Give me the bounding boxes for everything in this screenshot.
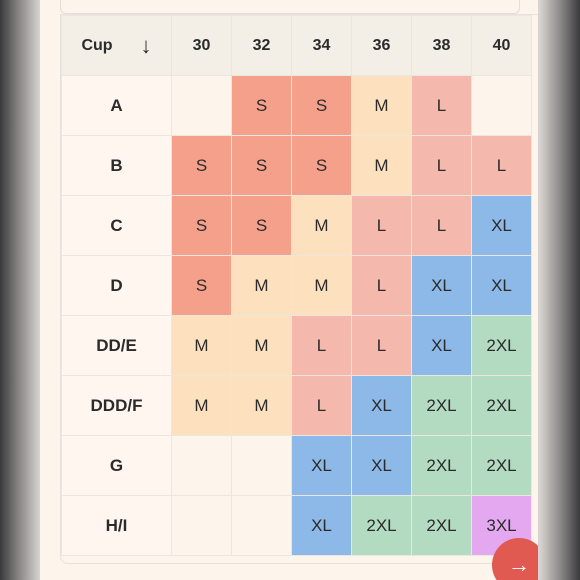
cup-label: DDD/F <box>61 375 172 436</box>
size-cell: XL <box>351 375 412 436</box>
cup-label: A <box>61 75 172 136</box>
size-cell: S <box>171 135 232 196</box>
size-cell: M <box>171 375 232 436</box>
size-cell: L <box>291 315 352 376</box>
band-header-40: 40 <box>471 15 532 76</box>
size-cell: L <box>291 375 352 436</box>
cup-label: H/I <box>61 495 172 556</box>
size-cell: L <box>351 315 412 376</box>
size-cell: M <box>351 75 412 136</box>
size-cell: XL <box>351 435 412 496</box>
band-header-34: 34 <box>291 15 352 76</box>
size-cell: XL <box>411 255 472 316</box>
size-cell: M <box>351 135 412 196</box>
empty-cell <box>171 435 232 496</box>
empty-cell <box>471 75 532 136</box>
size-cell: M <box>291 195 352 256</box>
cup-label: B <box>61 135 172 196</box>
size-cell: L <box>411 195 472 256</box>
size-cell: L <box>411 75 472 136</box>
size-cell: L <box>351 195 412 256</box>
size-cell: S <box>291 75 352 136</box>
size-cell: S <box>231 195 292 256</box>
size-cell: S <box>171 255 232 316</box>
band-header-38: 38 <box>411 15 472 76</box>
table-row: C S S M L L XL <box>61 195 532 256</box>
size-cell: 2XL <box>471 315 532 376</box>
band-header-36: 36 <box>351 15 412 76</box>
size-cell: 2XL <box>471 435 532 496</box>
cup-header-label: Cup <box>81 36 113 54</box>
cup-label: D <box>61 255 172 316</box>
top-strip <box>60 0 520 14</box>
size-cell: XL <box>471 255 532 316</box>
size-cell: M <box>291 255 352 316</box>
size-cell: S <box>291 135 352 196</box>
cup-label: C <box>61 195 172 256</box>
size-cell: L <box>351 255 412 316</box>
size-cell: M <box>231 315 292 376</box>
size-cell: XL <box>471 195 532 256</box>
size-cell: XL <box>411 315 472 376</box>
empty-cell <box>171 495 232 556</box>
size-cell: S <box>231 135 292 196</box>
size-cell: 2XL <box>411 435 472 496</box>
size-cell: L <box>411 135 472 196</box>
size-cell: M <box>231 375 292 436</box>
table-row: DD/E M M L L XL 2XL <box>61 315 532 376</box>
size-cell: 2XL <box>471 375 532 436</box>
size-cell: M <box>171 315 232 376</box>
cup-label: G <box>61 435 172 496</box>
size-cell: L <box>471 135 532 196</box>
sort-arrow-down-icon[interactable]: ↓ <box>140 32 152 58</box>
table-row: D S M M L XL XL <box>61 255 532 316</box>
arrow-right-icon: → <box>508 552 530 577</box>
size-cell: S <box>171 195 232 256</box>
empty-cell <box>231 435 292 496</box>
size-cell: XL <box>291 495 352 556</box>
header-row: Cup ↓ 30 32 34 36 38 40 <box>61 15 532 76</box>
size-cell: 2XL <box>411 495 472 556</box>
band-header-30: 30 <box>171 15 232 76</box>
size-cell: S <box>231 75 292 136</box>
band-header-32: 32 <box>231 15 292 76</box>
empty-cell <box>171 75 232 136</box>
table-row: H/I XL 2XL 2XL 3XL <box>61 495 532 556</box>
next-button[interactable]: → <box>492 538 538 580</box>
size-cell: M <box>231 255 292 316</box>
size-cell: 2XL <box>411 375 472 436</box>
table-row: DDD/F M M L XL 2XL 2XL <box>61 375 532 436</box>
table-row: G XL XL 2XL 2XL <box>61 435 532 496</box>
size-cell: XL <box>291 435 352 496</box>
size-cell: 2XL <box>351 495 412 556</box>
cup-label: DD/E <box>61 315 172 376</box>
empty-cell <box>231 495 292 556</box>
cup-column-header[interactable]: Cup ↓ <box>61 15 172 76</box>
